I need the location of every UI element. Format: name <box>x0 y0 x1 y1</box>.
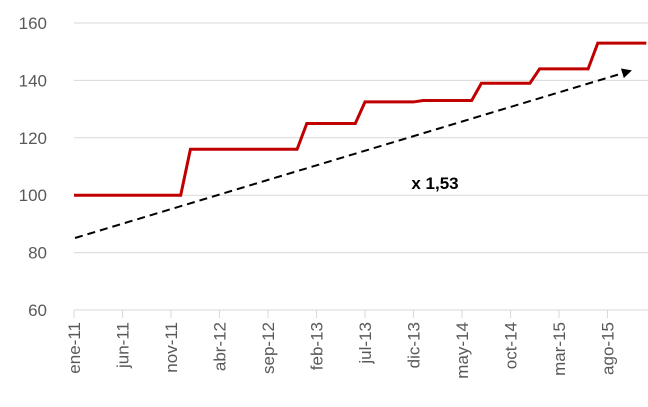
y-tick-label: 80 <box>28 244 47 263</box>
x-tick-label: nov-11 <box>162 322 181 373</box>
y-tick-label: 140 <box>19 71 47 90</box>
trend-arrow <box>74 68 632 239</box>
x-tick-label: oct-14 <box>502 322 521 369</box>
x-tick-label: ene-11 <box>65 322 84 374</box>
x-tick-label: sep-12 <box>259 322 278 374</box>
data-line <box>74 41 647 197</box>
x-tick-label: dic-13 <box>405 322 424 368</box>
annotation: x 1,53 <box>411 174 458 193</box>
x-tick-label: abr-12 <box>211 322 230 371</box>
x-tick-label: ago-15 <box>599 322 618 375</box>
x-tick-label: jul-13 <box>356 322 375 365</box>
x-tick-label: jun-11 <box>114 322 133 369</box>
y-tick-label: 100 <box>19 186 47 205</box>
x-tick-label: feb-13 <box>308 322 327 370</box>
x-tick-label: may-14 <box>453 322 472 379</box>
y-tick-label: 60 <box>28 301 47 320</box>
x-tick-label: mar-15 <box>550 322 569 376</box>
y-tick-label: 120 <box>19 129 47 148</box>
y-tick-label: 160 <box>19 14 47 33</box>
